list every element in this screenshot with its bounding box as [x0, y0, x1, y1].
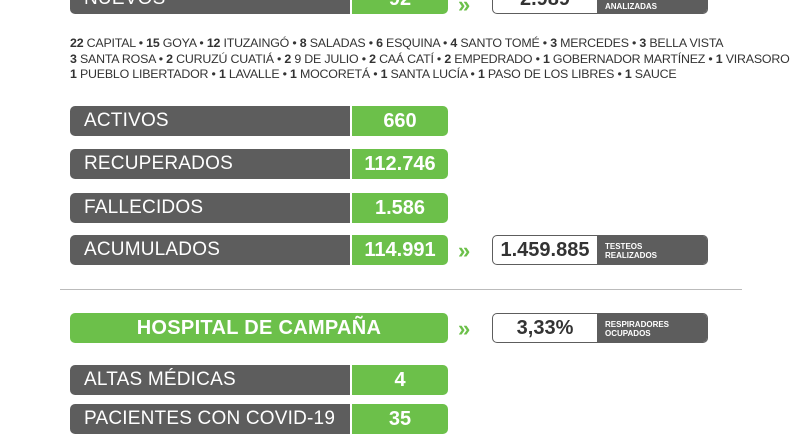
city-item: 2 9 DE JULIO: [284, 51, 359, 66]
city-row: 1 PUEBLO LIBERTADOR • 1 LAVALLE • 1 MOCO…: [70, 67, 740, 83]
hospital-stat-bar: PACIENTES CON COVID-19 35: [70, 404, 448, 434]
city-item: 12 ITUZAINGÓ: [206, 36, 290, 50]
city-item: 3 MERCEDES: [550, 36, 629, 50]
city-item: 1 SANTA LUCÍA: [380, 67, 468, 81]
city-item: 2 CAÁ CATÍ: [369, 51, 434, 66]
stat-bar-value: 660: [352, 106, 448, 136]
city-item: 6 ESQUINA: [376, 36, 440, 50]
hospital-title: HOSPITAL DE CAMPAÑA: [70, 313, 448, 343]
hospital-stat-bar-label: ALTAS MÉDICAS: [70, 365, 350, 395]
bullet-separator: •: [279, 67, 291, 81]
nuevos-bar: NUEVOS 92: [70, 0, 448, 14]
bullet-separator: •: [273, 51, 285, 66]
bullet-separator: •: [532, 51, 543, 66]
double-chevron-right-icon: »: [458, 0, 471, 17]
bullet-separator: •: [705, 51, 716, 66]
city-breakdown: 22 CAPITAL • 15 GOYA • 12 ITUZAINGÓ • 8 …: [70, 36, 790, 83]
bullet-separator: •: [628, 36, 640, 50]
city-item: 1 MOCORETÁ: [290, 67, 370, 81]
city-item: 4 SANTO TOMÉ: [450, 36, 540, 50]
stat-bar-value: 1.586: [352, 193, 448, 223]
analizadas-box: 2.989 ANALIZADAS: [492, 0, 708, 14]
bullet-separator: •: [365, 36, 377, 50]
section-divider: [60, 289, 742, 290]
city-item: 2 CURUZÚ CUATIÁ: [166, 51, 274, 66]
city-item: 2 EMPEDRADO: [444, 51, 533, 66]
bullet-separator: •: [196, 36, 207, 50]
testeos-box: 1.459.885 TESTEOS REALIZADOS: [492, 235, 708, 265]
stat-bar-value: 112.746: [352, 149, 448, 179]
city-item: 1 LAVALLE: [218, 67, 280, 81]
bullet-separator: •: [208, 67, 219, 81]
city-item: 1 GOBERNADOR MARTÍNEZ: [542, 51, 706, 66]
bullet-separator: •: [135, 36, 147, 50]
stat-bar-label: ACTIVOS: [70, 106, 350, 136]
stat-bar-label: FALLECIDOS: [70, 193, 350, 223]
testeos-caption: TESTEOS REALIZADOS: [597, 236, 707, 264]
city-item: 1 PUEBLO LIBERTADOR: [70, 67, 209, 81]
analizadas-value: 2.989: [493, 0, 597, 13]
respiradores-value: 3,33%: [516, 317, 574, 339]
nuevos-value: 92: [352, 0, 448, 14]
bullet-separator: •: [433, 51, 445, 66]
nuevos-label: NUEVOS: [70, 0, 350, 14]
respiradores-box: 3,33% RESPIRADORES OCUPADOS: [492, 313, 708, 343]
double-chevron-right-icon: »: [458, 316, 471, 341]
city-item: 8 SALADAS: [299, 36, 366, 50]
city-row: 22 CAPITAL • 15 GOYA • 12 ITUZAINGÓ • 8 …: [70, 36, 740, 52]
city-item: 1 VIRASORO: [715, 51, 790, 66]
hospital-stat-bar-value: 35: [352, 404, 448, 434]
city-row: 3 SANTA ROSA • 2 CURUZÚ CUATIÁ • 2 9 DE …: [70, 51, 790, 68]
bullet-separator: •: [358, 51, 370, 66]
bullet-separator: •: [539, 36, 551, 50]
city-item: 15 GOYA: [146, 36, 197, 50]
hospital-stat-bar: ALTAS MÉDICAS 4: [70, 365, 448, 395]
city-item: 1 SAUCE: [624, 67, 677, 81]
city-item: 3 SANTA ROSA: [70, 51, 156, 66]
stat-bar: RECUPERADOS 112.746: [70, 149, 448, 179]
respiradores-caption: RESPIRADORES OCUPADOS: [597, 314, 707, 342]
stat-bar-value: 114.991: [352, 235, 448, 265]
bullet-separator: •: [369, 67, 381, 81]
bullet-separator: •: [614, 67, 625, 81]
stat-bar-label: RECUPERADOS: [70, 149, 350, 179]
city-item: 3 BELLA VISTA: [639, 36, 724, 50]
testeos-value: 1.459.885: [500, 239, 590, 261]
stat-bar-label: ACUMULADOS: [70, 235, 350, 265]
analizadas-caption: ANALIZADAS: [597, 0, 707, 13]
city-item: 1 PASO DE LOS LIBRES: [477, 67, 615, 81]
hospital-stat-bar-label: PACIENTES CON COVID-19: [70, 404, 350, 434]
bullet-separator: •: [439, 36, 451, 50]
stat-bar: ACUMULADOS 114.991: [70, 235, 448, 265]
city-item: 22 CAPITAL: [70, 36, 136, 50]
double-chevron-right-icon: »: [458, 238, 471, 263]
bullet-separator: •: [155, 51, 167, 66]
bullet-separator: •: [467, 67, 478, 81]
stat-bar: ACTIVOS 660: [70, 106, 448, 136]
bullet-separator: •: [289, 36, 300, 50]
stat-bar: FALLECIDOS 1.586: [70, 193, 448, 223]
hospital-stat-bar-value: 4: [352, 365, 448, 395]
